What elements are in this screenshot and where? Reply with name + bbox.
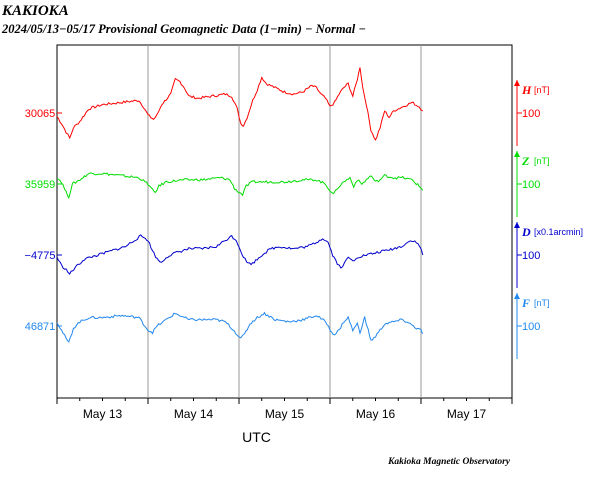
scale-value-h: 100 <box>522 108 540 120</box>
x-tick-label: May 17 <box>447 407 487 421</box>
scale-value-f: 100 <box>522 321 540 333</box>
x-tick-label: May 13 <box>83 407 123 421</box>
scale-arrow-z <box>514 151 520 157</box>
series-unit-z: [nT] <box>534 156 550 166</box>
x-axis-label: UTC <box>242 429 271 445</box>
baseline-label-h: 30065 <box>25 108 56 120</box>
x-tick-label: May 15 <box>265 407 305 421</box>
series-line-d <box>56 234 424 275</box>
chart-title: KAKIOKA <box>2 3 69 19</box>
scale-arrow-f <box>514 293 520 299</box>
baseline-label-d: −4775 <box>25 250 56 262</box>
baseline-label-z: 35959 <box>25 179 56 191</box>
series-unit-f: [nT] <box>534 298 550 308</box>
chart-subtitle: 2024/05/13−05/17 Provisional Geomagnetic… <box>2 22 366 36</box>
series-unit-h: [nT] <box>534 85 550 95</box>
series-line-h <box>56 67 424 141</box>
scale-arrow-d <box>514 222 520 228</box>
baseline-label-f: 46871 <box>25 321 56 333</box>
series-name-f: F <box>521 296 530 310</box>
observatory-credit: Kakioka Magnetic Observatory <box>388 457 510 467</box>
scale-arrow-h <box>514 80 520 86</box>
series-name-h: H <box>521 83 532 97</box>
plot-frame <box>56 44 513 399</box>
scale-value-z: 100 <box>522 179 540 191</box>
series-line-z <box>56 172 424 200</box>
series-name-z: Z <box>521 154 530 168</box>
series-unit-d: [x0.1arcmin] <box>534 227 583 237</box>
scale-value-d: 100 <box>522 250 540 262</box>
series-line-f <box>56 311 424 343</box>
x-tick-label: May 16 <box>356 407 396 421</box>
series-name-d: D <box>521 225 531 239</box>
x-tick-label: May 14 <box>174 407 214 421</box>
